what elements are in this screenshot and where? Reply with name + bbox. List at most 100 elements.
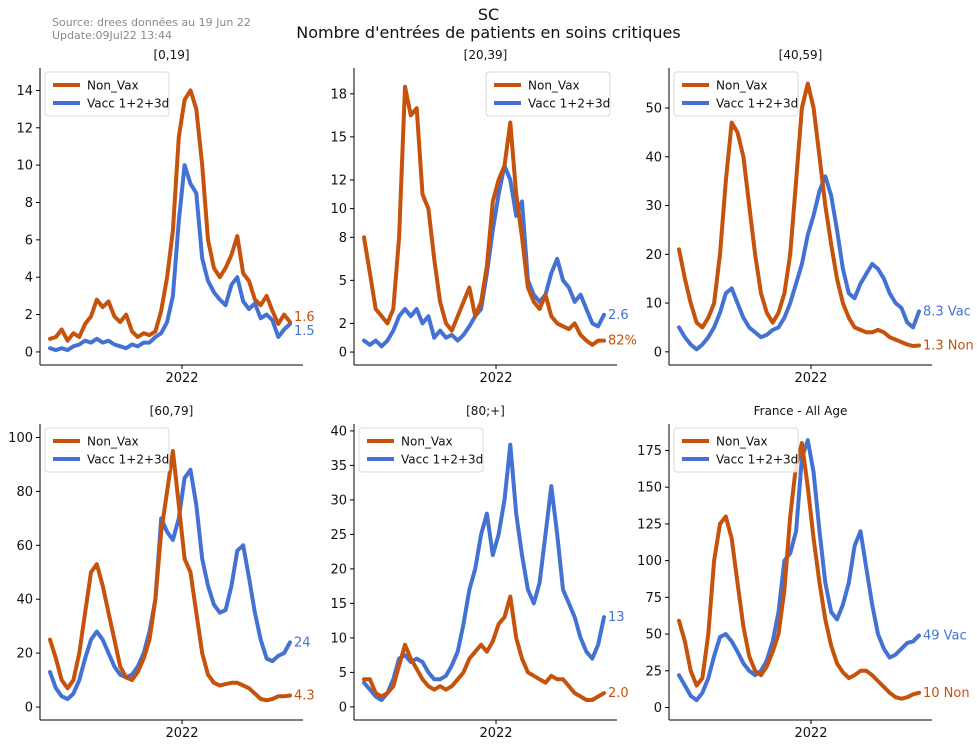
- end-label-vacc: 8.3 Vac: [923, 304, 971, 319]
- y-tick-label: 30: [645, 199, 662, 214]
- series-line-vacc: [362, 442, 606, 702]
- chart-panel: [20,39] 0 2 5 8 10 12 15 18 2022 82% 2.6 Non_Vax Vacc…: [330, 48, 636, 386]
- x-tick-label: 2022: [479, 371, 512, 386]
- legend-label-vacc: Vacc 1+2+3d: [528, 97, 610, 111]
- figure-subtitle: Nombre d'entrées de patients en soins cr…: [296, 23, 681, 42]
- y-tick-label: 25: [645, 664, 662, 679]
- legend-label-vacc: Vacc 1+2+3d: [716, 97, 798, 111]
- y-tick-label: 15: [330, 597, 347, 612]
- legend-label-non-vax: Non_Vax: [528, 79, 580, 93]
- end-label-non-vax: 1.3 Non: [923, 338, 974, 353]
- series-line-non-vax: [677, 81, 921, 348]
- series-line-non-vax: [48, 88, 292, 343]
- y-tick-label: 5: [339, 666, 347, 681]
- y-tick-label: 100: [8, 431, 33, 446]
- chart-panel: [80;+] 0 5 10 15 20 25 30 35 40 2022 2.0 13 Non_Vax Va…: [330, 404, 628, 741]
- panel-title: [0,19]: [153, 48, 189, 62]
- chart-panel: [40,59] 0 10 20 30 40 50 2022 1.3 Non 8.3 Vac Non_…: [645, 48, 973, 386]
- y-tick-label: 10: [645, 297, 662, 312]
- y-tick-label: 50: [645, 628, 662, 643]
- y-tick-label: 10: [330, 202, 347, 217]
- y-tick-label: 2: [339, 317, 347, 332]
- y-tick-label: 150: [637, 481, 662, 496]
- x-tick-label: 2022: [165, 726, 198, 741]
- y-tick-label: 0: [339, 346, 347, 361]
- legend-label-non-vax: Non_Vax: [87, 435, 139, 449]
- series-line-non-vax: [362, 84, 606, 347]
- legend-label-vacc: Vacc 1+2+3d: [87, 453, 169, 467]
- end-label-non-vax: 2.0: [608, 686, 629, 701]
- y-tick-label: 14: [16, 84, 33, 99]
- legend-label-non-vax: Non_Vax: [716, 79, 768, 93]
- end-label-non-vax: 82%: [608, 334, 637, 349]
- y-tick-label: 5: [339, 274, 347, 289]
- y-tick-label: 0: [25, 701, 33, 716]
- panel-title: [60,79]: [150, 404, 194, 418]
- y-tick-label: 125: [637, 517, 662, 532]
- y-tick-label: 6: [25, 233, 33, 248]
- panel-title: [40,59]: [779, 48, 823, 62]
- y-tick-label: 18: [330, 87, 347, 102]
- y-tick-label: 25: [330, 528, 347, 543]
- panel-title: France - All Age: [754, 404, 848, 418]
- end-label-non-vax: 10 Non: [923, 686, 970, 701]
- x-tick-label: 2022: [165, 371, 198, 386]
- y-tick-label: 12: [16, 121, 33, 136]
- y-tick-label: 10: [16, 159, 33, 174]
- y-tick-label: 0: [654, 345, 662, 360]
- y-tick-label: 10: [330, 631, 347, 646]
- y-tick-label: 75: [645, 591, 662, 606]
- end-label-non-vax: 4.3: [294, 688, 315, 703]
- y-tick-label: 40: [16, 593, 33, 608]
- series-line-vacc: [677, 174, 921, 352]
- y-tick-label: 20: [645, 248, 662, 263]
- y-tick-label: 40: [645, 150, 662, 165]
- y-tick-label: 20: [330, 562, 347, 577]
- panel-title: [80;+]: [466, 404, 505, 418]
- series-line-non-vax: [677, 441, 921, 701]
- source-line-2: Update:09Jul22 13:44: [52, 29, 173, 42]
- y-tick-label: 35: [330, 459, 347, 474]
- series-line-vacc: [48, 163, 292, 353]
- chart-panel: [0,19] 0 2 4 6 8 10 12 14 2022 1.61.5 Non_Vax Vacc 1…: [16, 48, 314, 386]
- legend-label-vacc: Vacc 1+2+3d: [87, 97, 169, 111]
- legend-label-vacc: Vacc 1+2+3d: [401, 453, 483, 467]
- end-label-non-vax: 1.6: [294, 310, 315, 325]
- chart-panel: France - All Age 0 25 50 75 100 125 150 175 2022 1…: [637, 404, 969, 741]
- y-tick-label: 2: [25, 308, 33, 323]
- end-label-vacc: 13: [608, 610, 625, 625]
- figure-title: SC: [477, 5, 500, 24]
- y-tick-label: 0: [25, 345, 33, 360]
- legend-label-non-vax: Non_Vax: [87, 79, 139, 93]
- y-tick-label: 30: [330, 493, 347, 508]
- end-label-vacc: 24: [294, 635, 311, 650]
- y-tick-label: 20: [16, 647, 33, 662]
- y-tick-label: 80: [16, 485, 33, 500]
- chart-panel: [60,79] 0 20 40 60 80 100 2022 4.3 24 Non_Vax Vacc …: [8, 404, 315, 741]
- x-tick-label: 2022: [794, 726, 827, 741]
- legend-label-non-vax: Non_Vax: [401, 435, 453, 449]
- series-line-vacc: [677, 438, 921, 703]
- y-tick-label: 175: [637, 444, 662, 459]
- y-tick-label: 8: [339, 231, 347, 246]
- y-tick-label: 100: [637, 554, 662, 569]
- y-tick-label: 15: [330, 130, 347, 145]
- legend-label-non-vax: Non_Vax: [716, 435, 768, 449]
- y-tick-label: 60: [16, 539, 33, 554]
- series-line-non-vax: [362, 594, 606, 702]
- y-tick-label: 12: [330, 173, 347, 188]
- y-tick-label: 40: [330, 424, 347, 439]
- y-tick-label: 4: [25, 271, 33, 286]
- legend-label-vacc: Vacc 1+2+3d: [716, 453, 798, 467]
- series-line-non-vax: [48, 449, 292, 703]
- end-label-vacc: 1.5: [294, 324, 315, 339]
- end-label-vacc: 2.6: [608, 308, 629, 323]
- panel-title: [20,39]: [464, 48, 508, 62]
- series-line-vacc: [48, 467, 292, 701]
- x-tick-label: 2022: [479, 726, 512, 741]
- y-tick-label: 50: [645, 101, 662, 116]
- y-tick-label: 0: [339, 700, 347, 715]
- end-label-vacc: 49 Vac: [923, 629, 967, 644]
- x-tick-label: 2022: [794, 371, 827, 386]
